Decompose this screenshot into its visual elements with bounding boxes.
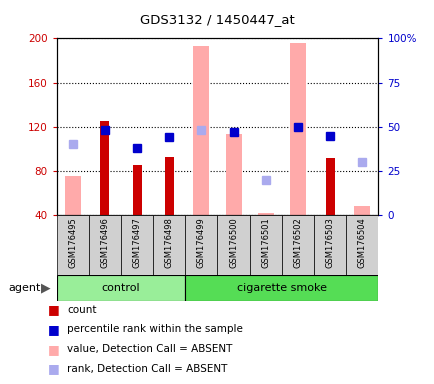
Text: ■: ■ — [48, 362, 59, 375]
Text: GSM176496: GSM176496 — [100, 217, 109, 268]
Text: value, Detection Call = ABSENT: value, Detection Call = ABSENT — [67, 344, 232, 354]
Text: agent: agent — [9, 283, 41, 293]
Bar — [225, 134, 241, 215]
Bar — [185, 215, 217, 275]
Bar — [345, 215, 378, 275]
Bar — [257, 213, 273, 215]
Bar — [121, 215, 153, 275]
Bar — [185, 275, 378, 301]
Bar — [56, 215, 89, 275]
Text: ■: ■ — [48, 343, 59, 356]
Bar — [65, 176, 81, 215]
Text: GDS3132 / 1450447_at: GDS3132 / 1450447_at — [140, 13, 294, 26]
Bar — [153, 215, 185, 275]
Text: ▶: ▶ — [41, 281, 51, 295]
Bar — [132, 166, 141, 215]
Bar — [89, 215, 121, 275]
Bar — [249, 215, 281, 275]
Text: GSM176499: GSM176499 — [197, 217, 205, 268]
Text: cigarette smoke: cigarette smoke — [237, 283, 326, 293]
Bar — [100, 121, 109, 215]
Bar — [217, 215, 249, 275]
Bar — [325, 158, 334, 215]
Bar — [56, 275, 185, 301]
Text: ■: ■ — [48, 303, 59, 316]
Text: GSM176502: GSM176502 — [293, 217, 302, 268]
Text: count: count — [67, 305, 97, 315]
Bar — [164, 157, 173, 215]
Text: GSM176501: GSM176501 — [261, 217, 270, 268]
Text: control: control — [102, 283, 140, 293]
Text: GSM176497: GSM176497 — [132, 217, 141, 268]
Text: GSM176498: GSM176498 — [164, 217, 173, 268]
Text: GSM176495: GSM176495 — [68, 217, 77, 268]
Text: rank, Detection Call = ABSENT: rank, Detection Call = ABSENT — [67, 364, 227, 374]
Text: GSM176503: GSM176503 — [325, 217, 334, 268]
Bar — [313, 215, 345, 275]
Text: GSM176500: GSM176500 — [229, 217, 237, 268]
Bar — [193, 46, 209, 215]
Text: ■: ■ — [48, 323, 59, 336]
Text: percentile rank within the sample: percentile rank within the sample — [67, 324, 243, 334]
Bar — [281, 215, 313, 275]
Text: GSM176504: GSM176504 — [357, 217, 366, 268]
Bar — [353, 206, 369, 215]
Bar — [289, 43, 305, 215]
